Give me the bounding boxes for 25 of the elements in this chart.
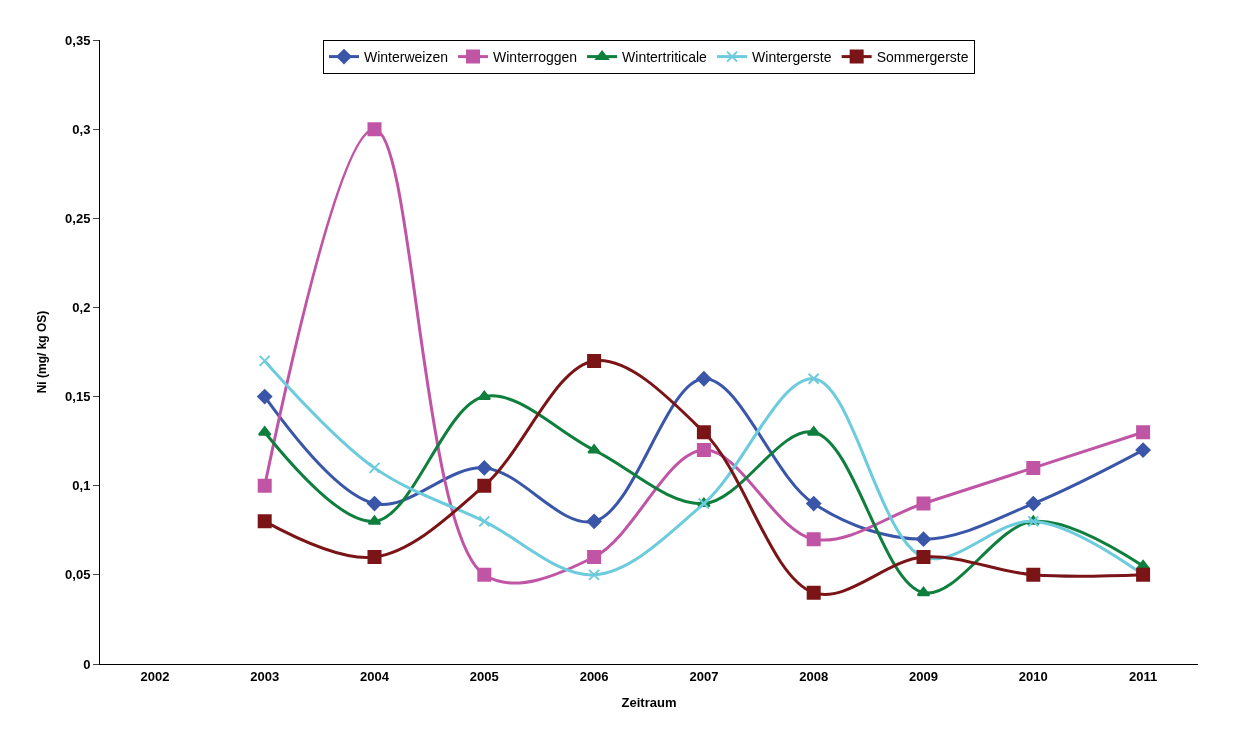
x-tick-label: 2004 xyxy=(360,668,390,684)
x-tick-label: 2002 xyxy=(140,668,170,684)
legend-label: Wintergerste xyxy=(752,49,832,66)
y-tick-label: 0,05 xyxy=(65,567,91,583)
x-tick-label: 2005 xyxy=(469,668,499,684)
y-axis-title: Ni (mg/ kg OS) xyxy=(35,310,50,394)
legend-label: Winterweizen xyxy=(364,49,449,66)
x-axis-title: Zeitraum xyxy=(621,695,677,711)
x-tick-label: 2010 xyxy=(1018,668,1048,684)
y-tick-label: 0,15 xyxy=(65,389,91,405)
x-tick-label: 2011 xyxy=(1129,668,1158,684)
x-tick-label: 2007 xyxy=(689,668,719,684)
x-tick-label: 2006 xyxy=(579,668,609,684)
x-tick-label: 2009 xyxy=(909,668,938,684)
y-tick-label: 0 xyxy=(83,656,91,672)
legend-label: Wintertriticale xyxy=(622,49,708,66)
y-tick-label: 0,1 xyxy=(72,478,91,494)
y-tick-label: 0,2 xyxy=(72,299,91,315)
legend-label: Sommergerste xyxy=(876,49,969,66)
y-tick-label: 0,3 xyxy=(72,121,91,137)
x-tick-label: 2003 xyxy=(250,668,280,684)
y-tick-label: 0,25 xyxy=(65,210,91,226)
legend-label: Winterroggen xyxy=(493,49,578,66)
x-tick-label: 2008 xyxy=(799,668,829,684)
y-tick-label: 0,35 xyxy=(65,32,91,48)
